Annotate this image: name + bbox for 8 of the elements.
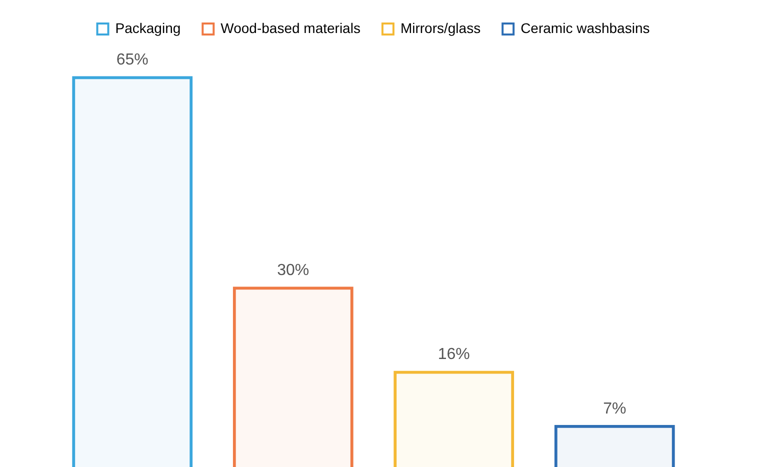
data-label: 30% xyxy=(277,262,310,279)
legend-label: Ceramic washbasins xyxy=(520,20,650,36)
legend-label: Wood-based materials xyxy=(220,20,360,36)
data-label: 65% xyxy=(116,51,148,68)
data-label: 16% xyxy=(438,346,470,364)
legend-label: Packaging xyxy=(115,20,181,36)
data-label: 7% xyxy=(603,400,626,418)
legend-label: Mirrors/glass xyxy=(400,20,481,36)
